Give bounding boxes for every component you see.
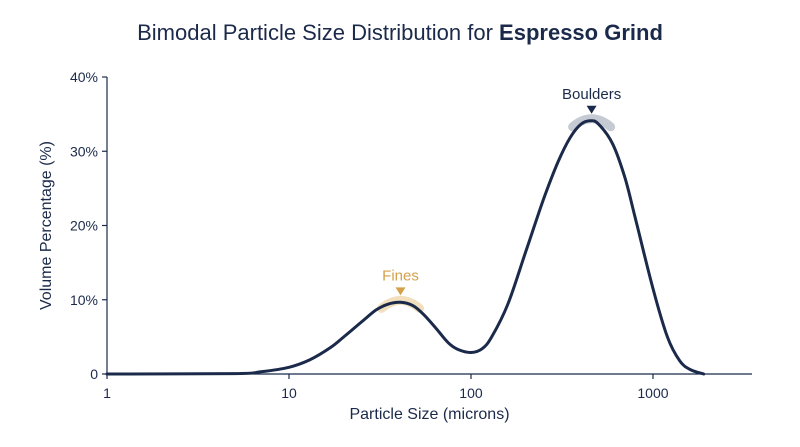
y-tick-label: 0 bbox=[90, 366, 98, 382]
x-tick-label: 10 bbox=[281, 385, 297, 401]
y-tick-label: 30% bbox=[70, 143, 98, 159]
series-line bbox=[105, 119, 706, 376]
y-axis-label: Volume Percentage (%) bbox=[38, 141, 55, 310]
peak-highlight bbox=[568, 114, 616, 132]
chart-title: Bimodal Particle Size Distribution for E… bbox=[0, 20, 800, 46]
annotation-arrow-icon bbox=[586, 105, 597, 114]
y-tick-label: 40% bbox=[70, 69, 98, 85]
annotation-label: Boulders bbox=[562, 86, 621, 103]
annotation-arrow-icon bbox=[395, 287, 406, 296]
axis-ticks: 1 10 100 1000 0 10% 20% 30% 40% bbox=[70, 69, 669, 401]
x-tick-label: 100 bbox=[459, 385, 483, 401]
x-tick-label: 1000 bbox=[637, 385, 668, 401]
annotations: Fines Boulders bbox=[382, 86, 621, 296]
y-tick-label: 20% bbox=[70, 218, 98, 234]
chart-title-text: Bimodal Particle Size Distribution for bbox=[137, 20, 493, 45]
x-axis-label: Particle Size (microns) bbox=[349, 406, 509, 423]
x-tick-label: 1 bbox=[103, 385, 111, 401]
annotation-label: Fines bbox=[382, 267, 419, 284]
y-tick-label: 10% bbox=[70, 292, 98, 308]
chart-axes bbox=[106, 77, 752, 375]
chart-title-bold: Espresso Grind bbox=[499, 20, 663, 45]
